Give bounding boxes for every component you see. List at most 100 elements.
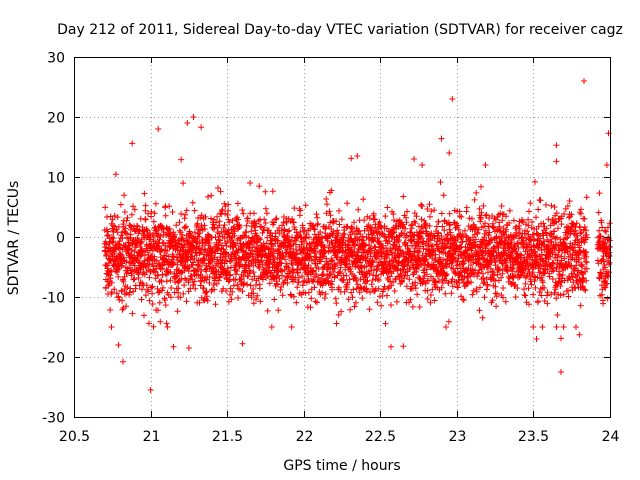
data-point — [548, 291, 555, 298]
data-point — [299, 260, 306, 267]
data-point — [329, 286, 336, 293]
data-point — [196, 233, 203, 240]
data-point — [390, 211, 397, 217]
data-point — [382, 234, 389, 241]
data-point — [350, 286, 357, 293]
data-point — [107, 275, 114, 282]
data-point — [377, 250, 384, 257]
data-point — [461, 227, 468, 234]
data-point — [272, 233, 279, 240]
data-point — [578, 262, 585, 269]
data-point — [337, 270, 344, 277]
data-point — [208, 288, 215, 294]
data-point — [232, 277, 239, 284]
data-point — [274, 237, 281, 244]
data-point — [155, 126, 162, 132]
data-point — [406, 276, 413, 283]
data-point — [453, 262, 460, 269]
data-point — [343, 260, 350, 267]
data-point — [414, 262, 421, 269]
data-point — [235, 295, 241, 301]
data-point — [416, 275, 423, 281]
data-point — [253, 220, 260, 227]
data-point — [209, 247, 216, 254]
data-point — [322, 291, 329, 297]
data-point — [416, 304, 423, 310]
data-point — [469, 266, 476, 273]
data-point — [148, 208, 155, 215]
data-point — [503, 226, 510, 233]
data-point — [531, 236, 537, 242]
data-point — [126, 289, 133, 296]
data-point — [352, 299, 359, 306]
data-point — [437, 179, 444, 186]
data-point — [558, 221, 565, 228]
data-point — [412, 285, 419, 292]
data-point — [424, 296, 431, 302]
data-point — [227, 271, 234, 278]
data-point — [191, 255, 198, 262]
data-point — [458, 213, 465, 220]
data-point — [185, 279, 192, 286]
data-point — [527, 276, 534, 283]
data-point — [544, 289, 551, 296]
data-point — [524, 228, 531, 235]
data-point — [373, 267, 380, 274]
data-point — [514, 285, 521, 292]
data-point — [406, 299, 412, 306]
data-point — [581, 215, 588, 222]
data-point — [581, 286, 588, 293]
data-point — [274, 281, 280, 288]
data-point — [581, 239, 588, 246]
data-point — [460, 260, 467, 267]
data-point — [482, 220, 489, 227]
data-point — [290, 268, 297, 275]
data-point — [323, 210, 330, 217]
data-point — [457, 244, 464, 251]
data-point — [371, 243, 378, 250]
data-point — [254, 292, 261, 299]
data-point — [369, 257, 376, 264]
data-point — [215, 185, 221, 191]
data-point — [400, 343, 407, 350]
data-point — [347, 268, 354, 275]
data-point — [403, 232, 410, 239]
data-point — [141, 312, 147, 319]
data-point — [532, 178, 538, 185]
data-point — [606, 220, 613, 227]
data-point — [578, 206, 584, 213]
data-point — [138, 247, 145, 254]
data-point — [454, 236, 461, 242]
data-point — [106, 281, 113, 288]
data-point — [225, 201, 232, 208]
data-point — [408, 222, 415, 229]
data-point — [433, 223, 440, 230]
data-point — [288, 245, 295, 252]
data-point — [390, 279, 397, 286]
data-point — [260, 276, 266, 283]
data-point — [393, 243, 400, 250]
data-point — [494, 290, 500, 297]
data-point — [212, 275, 219, 282]
data-point — [158, 246, 165, 253]
data-point — [150, 218, 157, 225]
data-point — [164, 248, 171, 254]
data-point — [344, 279, 351, 286]
data-point — [149, 290, 156, 297]
data-point — [326, 242, 333, 249]
data-point — [150, 323, 157, 330]
data-point — [240, 210, 247, 217]
data-point — [414, 291, 421, 298]
data-point — [289, 216, 296, 223]
data-point — [251, 210, 257, 217]
data-point — [521, 292, 528, 298]
data-point — [145, 210, 152, 217]
data-point — [428, 292, 434, 298]
data-point — [440, 192, 447, 199]
data-point — [371, 216, 378, 222]
data-point — [216, 218, 223, 225]
data-point — [202, 213, 209, 220]
data-point — [438, 284, 445, 291]
data-point — [191, 229, 198, 236]
data-point — [576, 242, 583, 249]
